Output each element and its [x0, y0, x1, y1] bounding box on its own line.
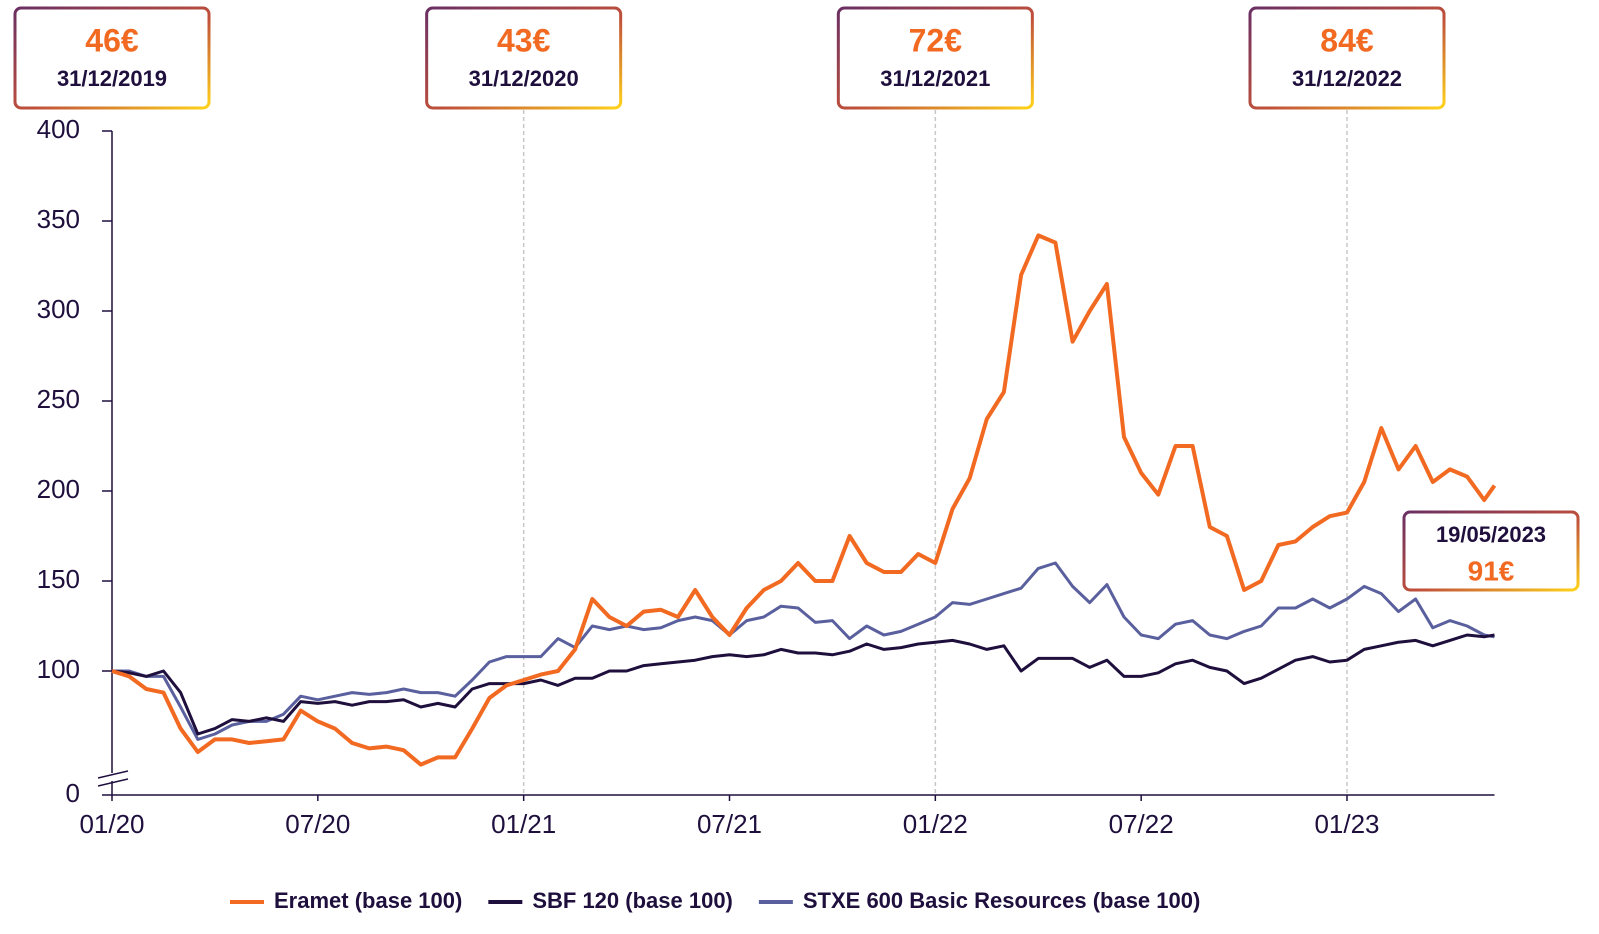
annotation-box — [1248, 6, 1446, 110]
y-tick-label: 400 — [37, 114, 80, 144]
annotation-date: 31/12/2021 — [880, 66, 990, 91]
series-line — [111, 633, 1495, 736]
annotation-box — [836, 6, 1034, 110]
axis-break-gap — [106, 773, 118, 781]
x-tick-label: 07/20 — [285, 809, 350, 839]
annotation-date: 31/12/2022 — [1292, 66, 1402, 91]
y-tick-label: 150 — [37, 564, 80, 594]
legend-label: Eramet (base 100) — [274, 888, 462, 913]
annotation-price: 91€ — [1468, 555, 1515, 586]
series-line — [111, 233, 1497, 767]
annotation-price: 43€ — [497, 22, 551, 58]
y-tick-label: 100 — [37, 654, 80, 684]
annotation-date: 31/12/2020 — [469, 66, 579, 91]
x-tick-label: 07/22 — [1109, 809, 1174, 839]
annotation-box — [425, 6, 623, 110]
x-tick-label: 01/22 — [903, 809, 968, 839]
x-tick-label: 01/23 — [1314, 809, 1379, 839]
axis-break — [97, 778, 129, 787]
annotation-price: 84€ — [1320, 22, 1374, 58]
annotation-date: 19/05/2023 — [1436, 522, 1546, 547]
legend-label: STXE 600 Basic Resources (base 100) — [803, 888, 1200, 913]
annotation-box — [1402, 510, 1580, 592]
legend-label: SBF 120 (base 100) — [532, 888, 733, 913]
y-tick-label: 200 — [37, 474, 80, 504]
y-tick-label: 300 — [37, 294, 80, 324]
y-tick-label: 250 — [37, 384, 80, 414]
y-tick-label: 0 — [66, 778, 80, 808]
series-line — [112, 561, 1495, 741]
x-tick-label: 01/21 — [491, 809, 556, 839]
annotation-price: 72€ — [909, 22, 963, 58]
x-tick-label: 01/20 — [79, 809, 144, 839]
annotation-box — [13, 6, 211, 110]
annotation-date: 31/12/2019 — [57, 66, 167, 91]
annotation-price: 46€ — [85, 22, 139, 58]
x-tick-label: 07/21 — [697, 809, 762, 839]
y-tick-label: 350 — [37, 204, 80, 234]
axis-break — [97, 770, 129, 779]
